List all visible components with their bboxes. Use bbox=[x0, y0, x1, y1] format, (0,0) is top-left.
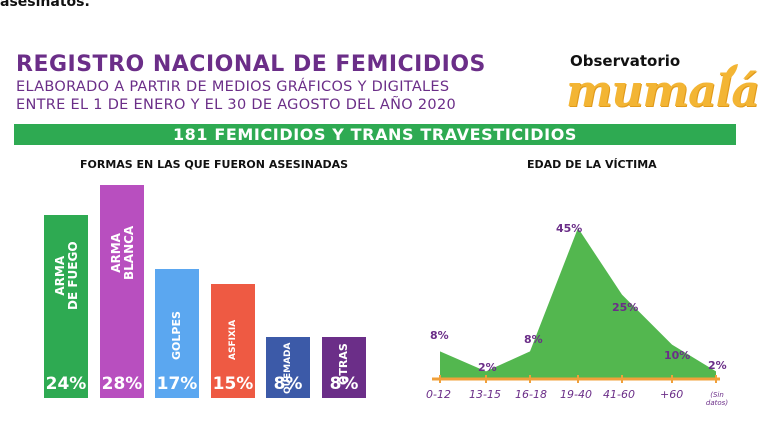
age-tick-label: 16-18 bbox=[515, 388, 547, 401]
age-value-label: 2% bbox=[478, 361, 497, 375]
cut-off-text: asesinatos. bbox=[0, 0, 90, 10]
bar-value-label: 28% bbox=[101, 374, 143, 394]
bar-value-label: 15% bbox=[212, 374, 254, 394]
age-value-label: 25% bbox=[612, 300, 639, 314]
age-tick-label: 0-12 bbox=[426, 388, 451, 401]
subtitle-source: ELABORADO A PARTIR DE MEDIOS GRÁFICOS Y … bbox=[16, 79, 450, 95]
age-tick-label: +60 bbox=[660, 388, 684, 401]
bar-value-label: 24% bbox=[45, 374, 87, 394]
logo-observatorio-text: Observatorio bbox=[570, 52, 681, 70]
area-chart-title: EDAD DE LA VÍCTIMA bbox=[527, 158, 657, 171]
age-value-label: 10% bbox=[664, 348, 691, 362]
bar-value-label: 8% bbox=[273, 374, 303, 394]
subtitle-dates: ENTRE EL 1 DE ENERO Y EL 30 DE AGOSTO DE… bbox=[16, 97, 457, 113]
bar-2: GOLPES 17% bbox=[155, 269, 199, 398]
age-value-label: 45% bbox=[556, 222, 583, 235]
bar-value-label: 8% bbox=[329, 374, 359, 394]
age-value-label: 8% bbox=[524, 333, 543, 347]
age-tick-label: 41-60 bbox=[603, 388, 635, 401]
page-title: REGISTRO NACIONAL DE FEMICIDIOS bbox=[16, 52, 486, 77]
bar-value-label: 17% bbox=[156, 374, 198, 394]
bar-3: ASFIXIA 15% bbox=[211, 284, 255, 398]
age-tick-label: (Sin datos) bbox=[705, 391, 729, 407]
age-area-fill bbox=[440, 228, 716, 378]
age-tick-label: 13-15 bbox=[469, 388, 501, 401]
age-value-label: 8% bbox=[430, 329, 449, 343]
total-banner: 181 FEMICIDIOS Y TRANS TRAVESTICIDIOS bbox=[14, 124, 736, 145]
bar-5: OTRAS 8% bbox=[322, 337, 366, 398]
bar-0: ARMA DE FUEGO 24% bbox=[44, 215, 88, 398]
age-tick-label: 19-40 bbox=[560, 388, 592, 401]
bar-1: ARMA BLANCA 28% bbox=[100, 185, 144, 398]
bar-chart-title: FORMAS EN LAS QUE FUERON ASESINADAS bbox=[80, 158, 349, 171]
bar-4: QUEMADA 8% bbox=[266, 337, 310, 398]
age-value-label: 2% bbox=[708, 359, 727, 373]
logo-leaf-icon bbox=[724, 64, 738, 82]
